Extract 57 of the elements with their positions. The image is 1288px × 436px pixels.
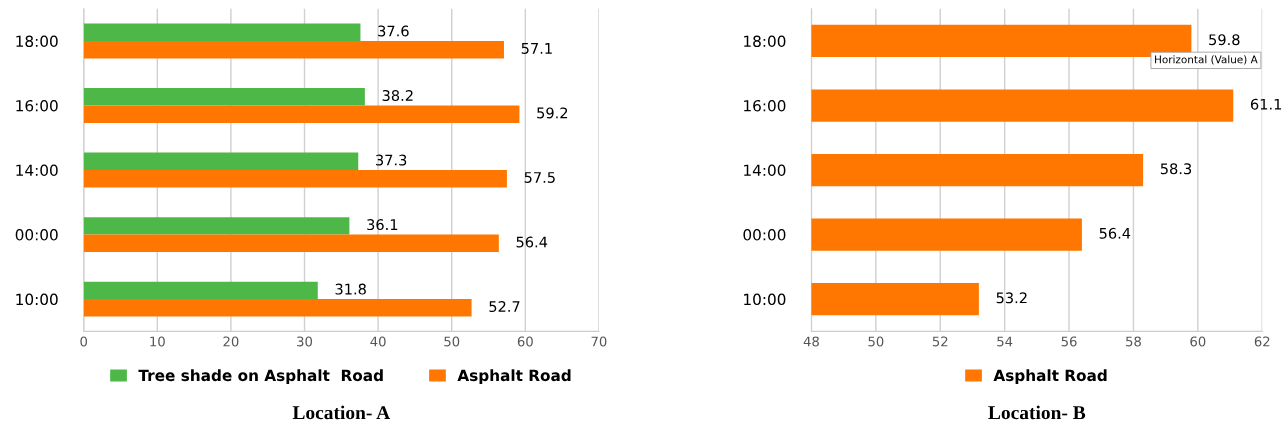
bar: [83, 105, 520, 123]
y-tick-label: 00:00: [15, 229, 58, 241]
data-label: 57.5: [524, 172, 555, 183]
x-tick-label: 48: [803, 336, 819, 347]
data-label: 37.3: [376, 154, 407, 166]
data-label: 38.2: [382, 90, 413, 102]
x-tick-label: 56: [1061, 336, 1077, 347]
x-tick-label: 20: [223, 336, 239, 347]
data-label: 59.8: [1209, 34, 1240, 46]
y-tick-label: 14:00: [16, 164, 58, 177]
x-tick-label: 58: [1126, 336, 1141, 347]
bar: [83, 234, 499, 252]
y-tick-label: 18:00: [744, 35, 786, 48]
data-label: 53.2: [996, 292, 1027, 304]
data-label: 61.1: [1250, 98, 1282, 110]
text: Location- A: [292, 405, 391, 420]
x-tick-label: 70: [591, 336, 607, 347]
x-tick-label: 60: [517, 336, 533, 347]
x-tick-label: 0: [80, 336, 88, 347]
text: Location- B: [988, 405, 1086, 420]
y-tick-label: 14:00: [744, 164, 786, 177]
x-tick-label: 50: [444, 336, 460, 347]
x-tick-label: 40: [370, 336, 386, 347]
y-tick-label: 10:00: [744, 293, 786, 306]
bar: [83, 170, 507, 188]
y-tick-label: 00:00: [743, 229, 786, 241]
data-label: 52.7: [489, 301, 520, 313]
data-label: 56.4: [516, 236, 548, 248]
bar: [83, 88, 365, 106]
x-tick-label: 50: [868, 336, 884, 347]
legend-label: Asphalt Road: [457, 369, 571, 385]
annotation: Horizontal (Value) A: [1155, 55, 1258, 65]
y-tick-label: 16:00: [16, 99, 58, 112]
x-tick-label: 10: [150, 336, 165, 347]
x-tick-label: 30: [297, 336, 313, 347]
x-tick-label: 60: [1190, 336, 1206, 347]
bar: [83, 281, 318, 300]
bar: [83, 23, 361, 41]
data-label: 58.3: [1160, 163, 1192, 175]
bar: [83, 40, 504, 59]
x-tick-label: 52: [932, 336, 948, 347]
bar: [83, 217, 350, 235]
legend-label: Asphalt Road: [993, 369, 1107, 385]
bar: [83, 299, 472, 317]
x-tick-label: 62: [1254, 336, 1270, 347]
data-label: 56.4: [1099, 227, 1131, 239]
x-tick-label: 54: [997, 336, 1013, 347]
bar: [83, 152, 359, 171]
y-tick-label: 16:00: [744, 99, 786, 112]
data-label: 57.1: [521, 43, 552, 54]
y-tick-label: 18:00: [16, 35, 58, 48]
data-label: 36.1: [367, 219, 398, 231]
data-label: 59.2: [537, 107, 568, 119]
y-tick-label: 10:00: [16, 293, 58, 306]
data-label: 31.8: [335, 283, 366, 295]
data-label: 37.6: [378, 25, 409, 37]
legend-label: Tree shade on Asphalt Road: [138, 369, 383, 385]
